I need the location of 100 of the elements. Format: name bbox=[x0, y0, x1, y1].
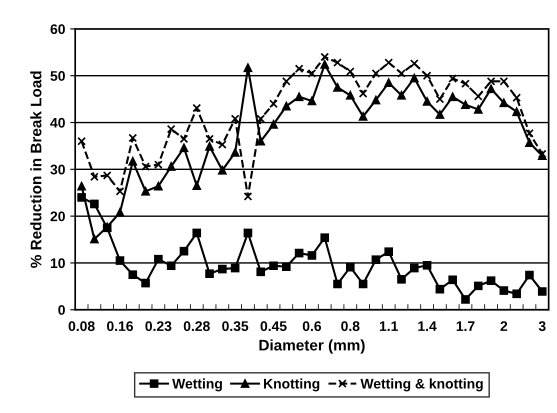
point bbox=[192, 228, 202, 238]
point bbox=[525, 138, 534, 147]
point bbox=[116, 187, 124, 196]
y-tick-label: 10 bbox=[50, 258, 65, 268]
point bbox=[372, 255, 380, 264]
point bbox=[512, 93, 521, 102]
point bbox=[448, 275, 457, 284]
point bbox=[128, 134, 138, 142]
point bbox=[320, 233, 330, 242]
x-tick-label: 2 bbox=[500, 321, 508, 331]
point bbox=[77, 182, 86, 190]
point bbox=[436, 110, 444, 119]
point bbox=[230, 264, 240, 272]
y-tick-label: 0 bbox=[58, 305, 65, 315]
point bbox=[205, 142, 214, 151]
point bbox=[486, 276, 496, 286]
y-tick-label: 40 bbox=[50, 118, 65, 128]
x-tick-label: 0.35 bbox=[222, 321, 248, 332]
point bbox=[116, 208, 124, 217]
point bbox=[333, 58, 342, 67]
point bbox=[256, 268, 266, 276]
point bbox=[77, 136, 86, 146]
point bbox=[333, 280, 342, 288]
x-tick-label: 1.7 bbox=[456, 321, 475, 331]
x-tick-label: 1.4 bbox=[418, 321, 437, 331]
point bbox=[397, 91, 406, 100]
x-tick-label: 0.16 bbox=[107, 321, 133, 332]
point bbox=[180, 143, 188, 152]
point bbox=[282, 262, 291, 271]
point bbox=[192, 104, 202, 112]
point bbox=[141, 187, 150, 196]
point bbox=[525, 270, 534, 280]
point bbox=[500, 286, 508, 295]
point bbox=[256, 136, 266, 146]
point bbox=[346, 67, 355, 76]
point bbox=[461, 79, 470, 88]
point bbox=[154, 160, 163, 169]
point bbox=[294, 64, 304, 74]
point bbox=[320, 60, 330, 69]
point bbox=[166, 261, 176, 270]
y-tick-label: 30 bbox=[50, 164, 65, 175]
point bbox=[384, 58, 394, 67]
point bbox=[102, 171, 112, 180]
point bbox=[90, 200, 99, 208]
point bbox=[282, 77, 291, 86]
point bbox=[538, 287, 547, 296]
point bbox=[244, 228, 252, 238]
point bbox=[384, 78, 394, 88]
x-tick-label: 0.45 bbox=[260, 321, 287, 332]
point bbox=[512, 107, 521, 116]
point bbox=[218, 140, 227, 149]
legend-label: Wetting bbox=[172, 378, 222, 392]
point bbox=[166, 124, 176, 134]
point bbox=[166, 162, 176, 171]
point bbox=[448, 92, 457, 102]
point bbox=[282, 102, 291, 110]
x-tick-label: 1.1 bbox=[380, 321, 398, 331]
point bbox=[372, 96, 380, 104]
point bbox=[358, 280, 368, 288]
point bbox=[244, 63, 252, 72]
point bbox=[230, 148, 240, 157]
point bbox=[308, 69, 316, 78]
point bbox=[180, 246, 188, 256]
x-tick-label: 3 bbox=[538, 321, 546, 332]
point bbox=[358, 112, 368, 121]
point bbox=[218, 264, 227, 274]
point bbox=[218, 166, 227, 175]
point bbox=[384, 247, 394, 256]
point bbox=[422, 260, 432, 270]
point bbox=[346, 91, 355, 100]
legend-label: Wetting & knotting bbox=[360, 378, 483, 392]
x-axis-title: Diameter (mm) bbox=[259, 339, 365, 354]
point bbox=[436, 284, 444, 294]
point bbox=[269, 99, 278, 108]
point bbox=[436, 94, 444, 104]
point bbox=[474, 282, 483, 290]
legend-label: Knotting bbox=[264, 378, 320, 392]
point bbox=[486, 77, 496, 86]
point bbox=[372, 69, 380, 78]
point bbox=[320, 52, 330, 62]
point bbox=[410, 59, 419, 68]
point bbox=[410, 264, 419, 272]
point bbox=[410, 74, 419, 82]
point bbox=[90, 172, 99, 182]
point bbox=[205, 269, 214, 278]
x-tick-label: 0.08 bbox=[68, 321, 95, 332]
point bbox=[346, 262, 355, 272]
point bbox=[294, 248, 304, 258]
point bbox=[244, 192, 252, 201]
point bbox=[128, 270, 138, 279]
point bbox=[141, 162, 150, 171]
point bbox=[461, 295, 470, 304]
point bbox=[128, 157, 138, 166]
point bbox=[269, 261, 278, 270]
point bbox=[141, 278, 150, 288]
point bbox=[461, 100, 470, 110]
point bbox=[512, 290, 521, 298]
x-tick-label: 0.6 bbox=[302, 321, 322, 332]
point bbox=[474, 92, 483, 101]
point bbox=[525, 128, 534, 138]
